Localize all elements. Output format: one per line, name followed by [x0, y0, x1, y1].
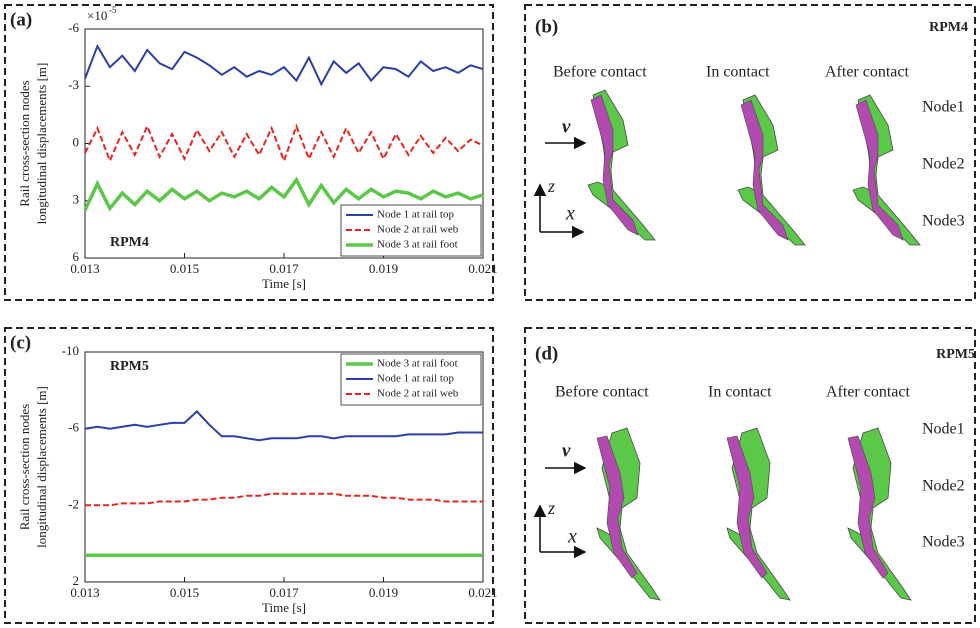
column-label: After contact — [825, 64, 910, 81]
diagram-b: (b) RPM4 Before contact In contact After… — [533, 16, 968, 246]
series-line — [85, 492, 483, 507]
y-tick-label: -6 — [68, 420, 79, 435]
series-line — [84, 409, 483, 442]
axis-label: z — [547, 176, 555, 196]
x-tick-label: 0.021 — [468, 585, 497, 600]
velocity-label: v — [562, 440, 571, 461]
x-tick-label: 0.019 — [369, 585, 398, 600]
y-axis-label: Rail cross-section nodes — [17, 80, 32, 206]
y-axis-label: longitudinal displacements [m] — [34, 63, 49, 225]
column-label: In contact — [706, 64, 770, 81]
axis-label: z — [547, 498, 555, 518]
axis-label: x — [565, 203, 575, 225]
node-label: Node3 — [922, 213, 965, 230]
x-tick-label: 0.017 — [269, 261, 299, 276]
y-tick-label: 2 — [73, 573, 80, 588]
column-label: Before contact — [553, 64, 647, 81]
x-axis-label: Time [s] — [262, 600, 306, 615]
diagram-title: RPM5 — [936, 347, 975, 362]
y-tick-label: 3 — [73, 192, 80, 207]
panel-frame — [4, 4, 494, 301]
legend-label: Node 2 at rail web — [377, 224, 459, 236]
node-label: Node3 — [922, 534, 965, 551]
x-axis-label: Time [s] — [262, 276, 306, 291]
x-tick-label: 0.015 — [170, 261, 199, 276]
node-label: Node1 — [922, 99, 965, 116]
series-line — [84, 43, 484, 87]
node-label: Node1 — [922, 421, 965, 438]
y-axis-label: Rail cross-section nodes — [17, 404, 32, 530]
x-tick-label: 0.017 — [269, 585, 299, 600]
velocity-label: v — [562, 116, 571, 137]
x-tick-label: 0.015 — [170, 585, 199, 600]
annotation: RPM5 — [110, 359, 149, 374]
node-label: Node2 — [922, 156, 965, 173]
legend-label: Node 3 at rail foot — [377, 239, 458, 251]
diagram-d: (d) RPM5 Before contact In contact After… — [533, 343, 975, 601]
legend-label: Node 2 at rail web — [377, 388, 459, 400]
panel-label: (a) — [10, 9, 32, 30]
column-label: After contact — [826, 384, 911, 401]
axis-label: x — [567, 526, 577, 548]
annotation: RPM4 — [110, 235, 149, 250]
panel-frame — [4, 327, 494, 624]
diagram-title: RPM4 — [929, 20, 968, 35]
y-multiplier: ×10 — [87, 8, 107, 23]
y-tick-label: 6 — [73, 249, 80, 264]
panel-frame — [524, 4, 976, 301]
y-tick-label: -6 — [68, 20, 79, 35]
panel-label: (d) — [535, 343, 558, 364]
panel-label: (c) — [10, 332, 31, 353]
rail-profile — [596, 427, 661, 601]
column-label: Before contact — [555, 384, 649, 401]
rail-profile — [852, 94, 921, 246]
series-line — [83, 176, 484, 212]
y-axis-label: longitudinal displacements [m] — [34, 386, 49, 548]
legend-label: Node 1 at rail top — [377, 209, 454, 221]
node-label: Node2 — [922, 478, 965, 495]
x-tick-label: 0.013 — [70, 585, 99, 600]
rail-profile — [737, 94, 806, 246]
x-tick-label: 0.019 — [369, 261, 398, 276]
y-multiplier-exponent: -5 — [109, 5, 117, 15]
panel-label: (b) — [535, 16, 558, 37]
y-tick-label: -3 — [68, 77, 79, 92]
rail-profile — [726, 427, 791, 601]
column-label: In contact — [708, 384, 772, 401]
x-tick-label: 0.013 — [70, 261, 99, 276]
panel-frame — [524, 327, 976, 624]
series-line — [84, 123, 484, 164]
y-tick-label: -2 — [68, 496, 79, 511]
y-tick-label: -10 — [62, 343, 79, 358]
rail-profile — [587, 89, 656, 241]
y-tick-label: 0 — [73, 134, 80, 149]
legend-label: Node 3 at rail foot — [377, 358, 458, 370]
rail-profile — [847, 427, 912, 601]
legend-label: Node 1 at rail top — [377, 373, 454, 385]
x-tick-label: 0.021 — [468, 261, 497, 276]
